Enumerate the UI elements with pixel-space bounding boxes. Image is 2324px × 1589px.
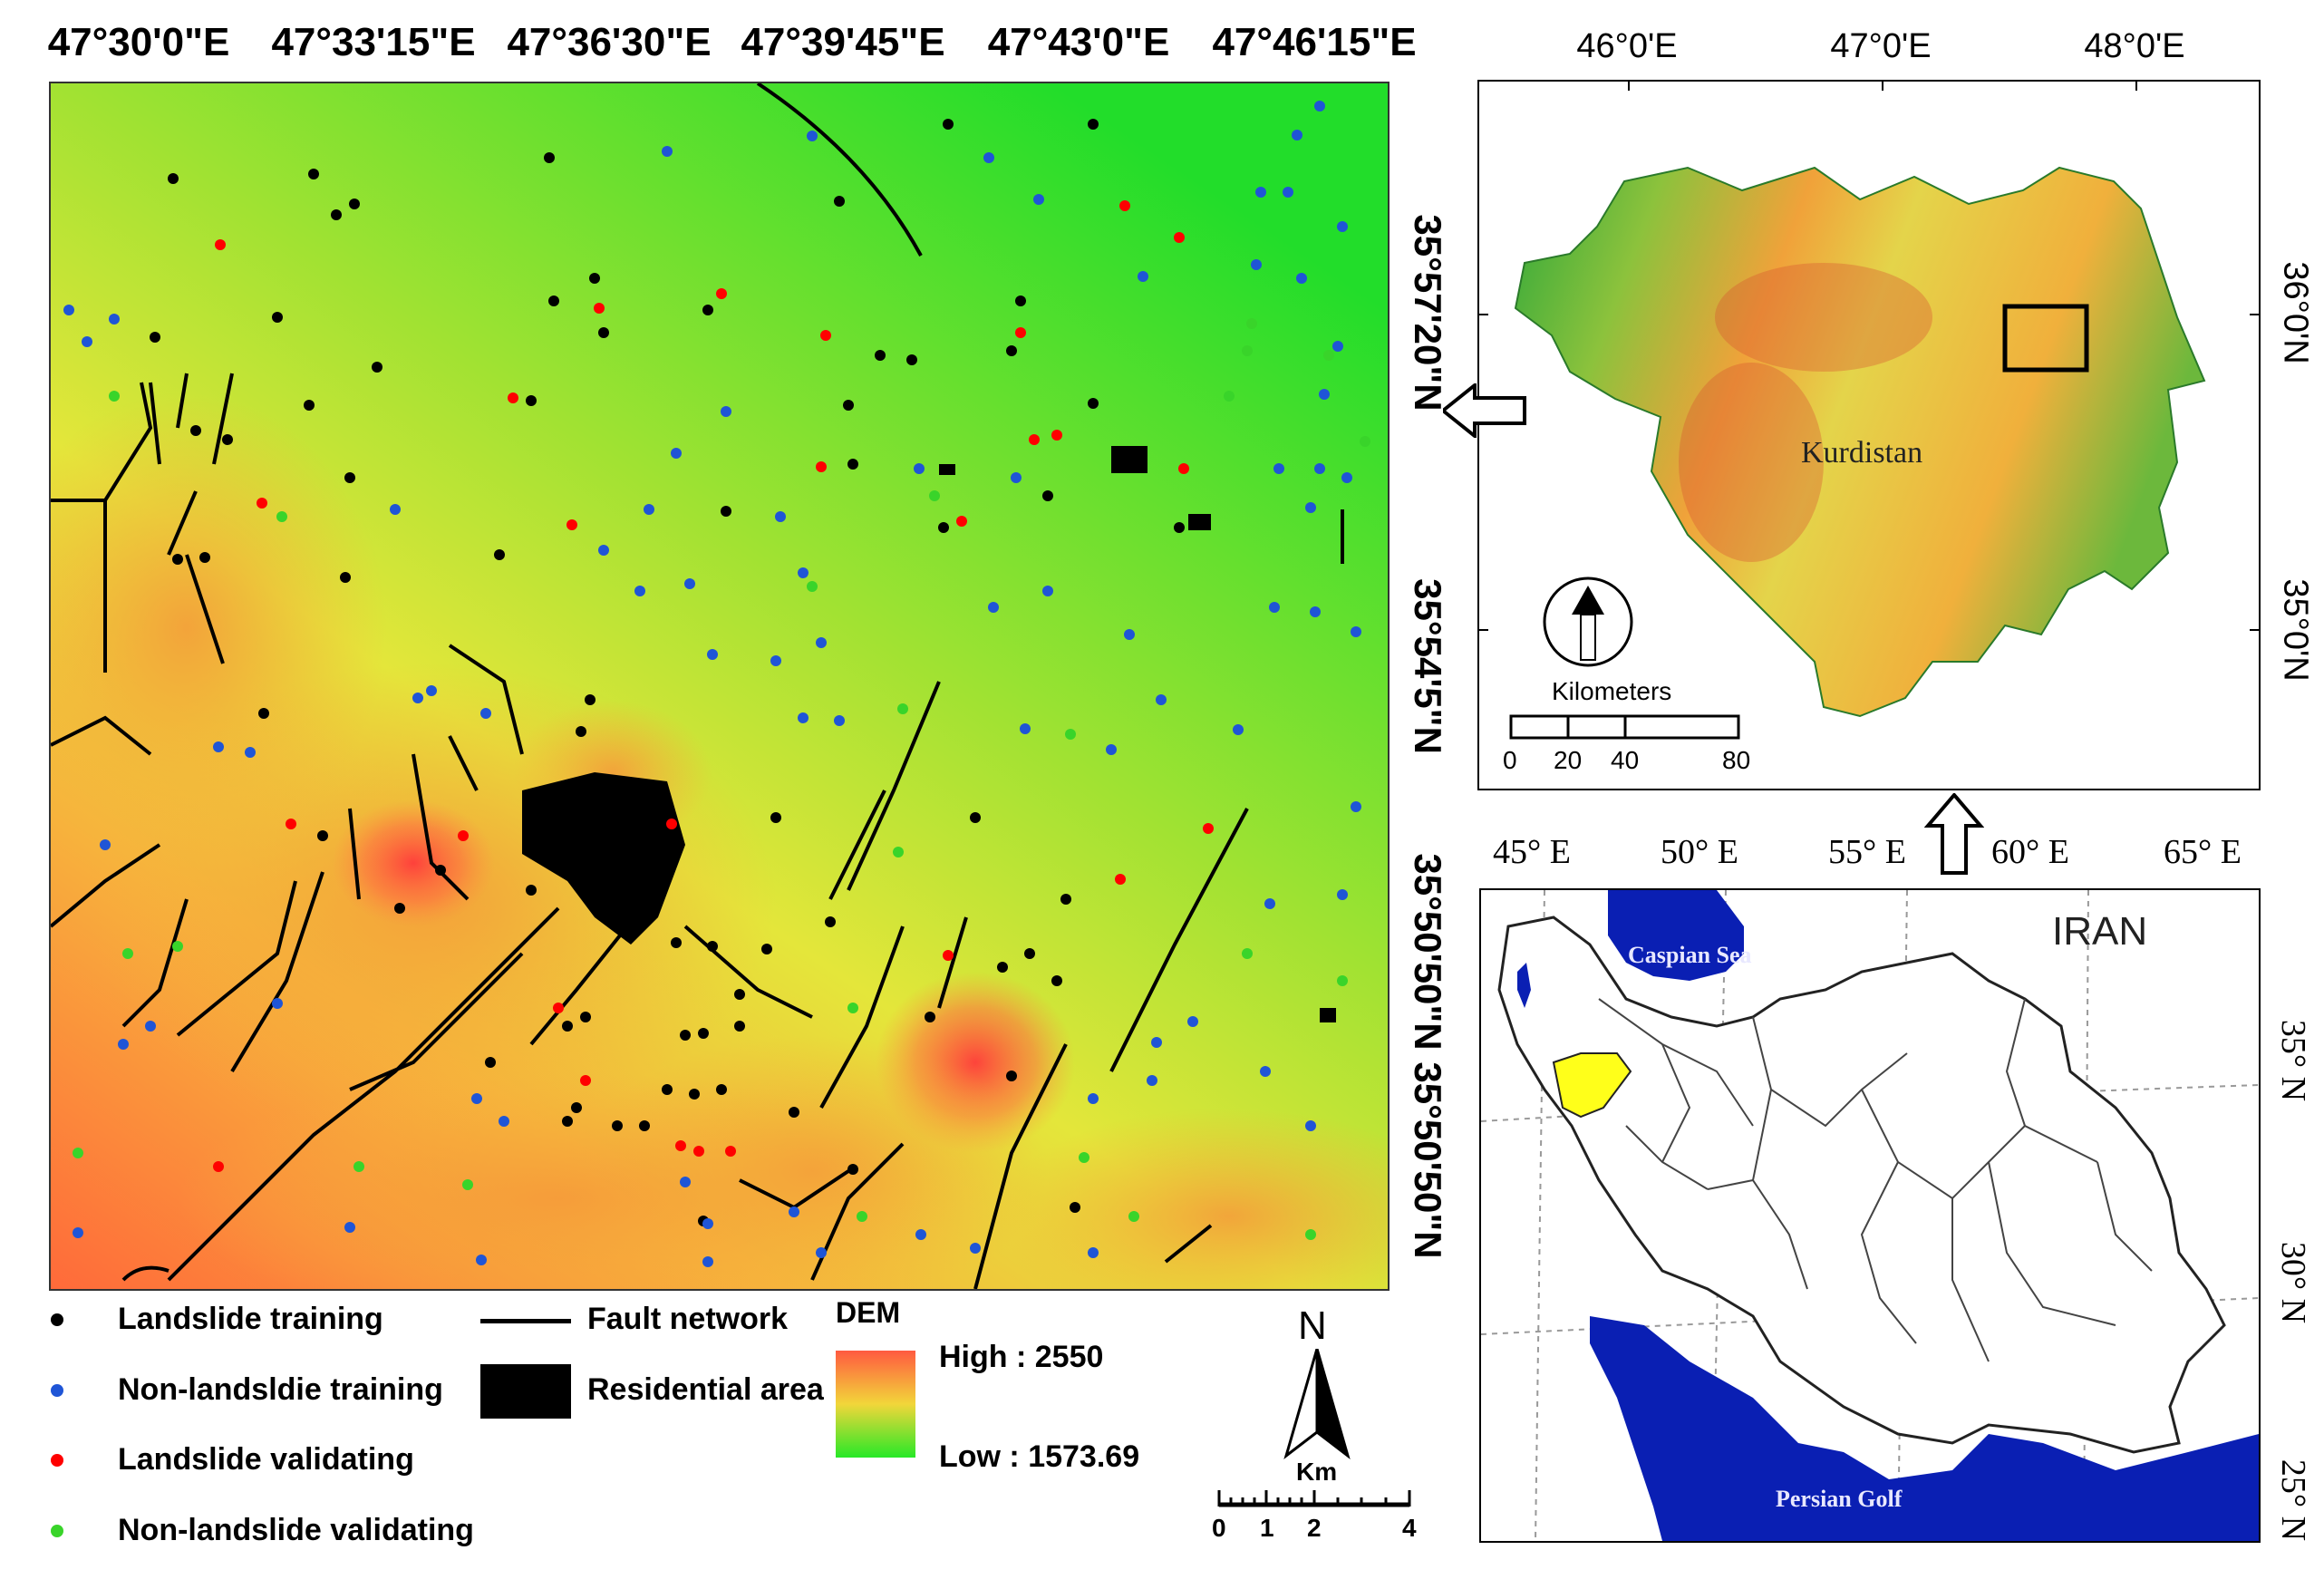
kurdistan-label: Kurdistan: [1801, 436, 1922, 470]
landslide-training-marker: [51, 1313, 63, 1326]
caspian-sea: [1608, 890, 1744, 981]
persian-gulf-label: Persian Golf: [1776, 1486, 1903, 1512]
caspian-label: Caspian Sea: [1628, 942, 1752, 968]
iran-outline: [1497, 916, 2226, 1454]
lat-label-4: 35°50'50"N: [1407, 1061, 1449, 1259]
scale-tick-0: 0: [1212, 1514, 1226, 1542]
kurd-scale-20: 20: [1554, 746, 1582, 774]
kurdistan-ticks: [1479, 82, 2259, 631]
left-arrow-icon: [1443, 383, 1526, 438]
residential-areas: [522, 446, 1336, 1022]
kurd-lat-2: 35°0'N: [2276, 578, 2315, 682]
residential-legend-label: Residential area: [587, 1372, 824, 1407]
kurdistan-scale-bar: [1509, 714, 1740, 740]
persian-gulf: [1590, 1316, 2259, 1541]
scale-tick-4: 4: [1402, 1514, 1417, 1542]
non-landslide-validating-points: [73, 318, 1370, 1240]
scale-unit: Km: [1296, 1458, 1338, 1486]
lon-label-6: 47°46'15"E: [1212, 20, 1417, 64]
kurd-scale-0: 0: [1503, 746, 1517, 774]
north-label: N: [1298, 1303, 1327, 1348]
main-dem-map[interactable]: [49, 82, 1390, 1291]
landslide-validating-points: [213, 200, 1214, 1172]
kurd-lat-1: 36°0'N: [2276, 261, 2315, 364]
iran-lat-2: 30° N: [2274, 1241, 2312, 1324]
fault-legend-label: Fault network: [587, 1302, 789, 1336]
scale-bar: [1217, 1490, 1411, 1507]
lat-label-1: 35°57'20"N: [1407, 214, 1449, 412]
iran-lat-1: 35° N: [2274, 1019, 2312, 1102]
kurdistan-inset-map[interactable]: Kurdistan Kilometers 0 20 40 80: [1477, 80, 2261, 790]
kilometers-label: Kilometers: [1552, 677, 1671, 705]
kurd-scale-80: 80: [1722, 746, 1750, 774]
landslide-training-points: [150, 119, 1185, 1226]
fault-network: [51, 83, 1344, 1289]
scale-tick-2: 2: [1307, 1514, 1322, 1542]
residential-legend-swatch: [480, 1364, 571, 1419]
scale-tick-1: 1: [1260, 1514, 1274, 1542]
lon-label-2: 47°33'15"E: [271, 20, 476, 64]
non-landslide-training-marker: [51, 1384, 63, 1397]
lat-label-2: 35°54'5"N: [1407, 578, 1449, 754]
dem-high-label: High : 2550: [939, 1340, 1104, 1374]
fault-legend-line: [480, 1319, 571, 1323]
iran-lon-3: 55° E: [1828, 833, 1906, 871]
legend-label: Non-landsldie training: [118, 1372, 443, 1407]
non-landslide-training-points: [63, 101, 1361, 1267]
legend-label: Landslide training: [118, 1302, 383, 1336]
province-borders: [1598, 998, 2153, 1362]
lon-label-4: 47°39'45"E: [741, 20, 945, 64]
lat-label-3: 35°50'50"N: [1407, 853, 1449, 1051]
legend-label: Non-landslide validating: [118, 1513, 474, 1547]
iran-lon-2: 50° E: [1661, 833, 1738, 871]
kurdistan-province-highlight: [1552, 1052, 1632, 1119]
kurd-lon-2: 47°0'E: [1830, 27, 1932, 65]
kurd-lon-1: 46°0'E: [1576, 27, 1678, 65]
north-arrow-icon: [1283, 1349, 1351, 1459]
legend-label: Landslide validating: [118, 1442, 414, 1477]
iran-lat-3: 25° N: [2274, 1458, 2312, 1542]
compass-icon: [1543, 576, 1633, 667]
lon-label-3: 47°36'30"E: [507, 20, 712, 64]
kurd-lon-3: 48°0'E: [2084, 27, 2185, 65]
dem-legend-title: DEM: [836, 1296, 901, 1329]
non-landslide-validating-marker: [51, 1525, 63, 1537]
lon-label-1: 47°30'0"E: [47, 20, 230, 64]
dem-low-label: Low : 1573.69: [939, 1439, 1140, 1474]
lake-urmia: [1517, 963, 1531, 1008]
iran-lon-1: 45° E: [1493, 833, 1571, 871]
iran-lon-4: 60° E: [1991, 833, 2069, 871]
kurd-scale-40: 40: [1611, 746, 1639, 774]
landslide-validating-marker: [51, 1454, 63, 1467]
iran-label: IRAN: [2052, 909, 2147, 954]
iran-lon-5: 65° E: [2164, 833, 2242, 871]
iran-inset-map[interactable]: IRAN Caspian Sea Persian Golf: [1479, 888, 2261, 1543]
dem-color-ramp: [836, 1351, 915, 1458]
up-arrow-icon: [1924, 793, 1984, 875]
lon-label-5: 47°43'0"E: [987, 20, 1170, 64]
study-area-box: [2002, 304, 2089, 373]
